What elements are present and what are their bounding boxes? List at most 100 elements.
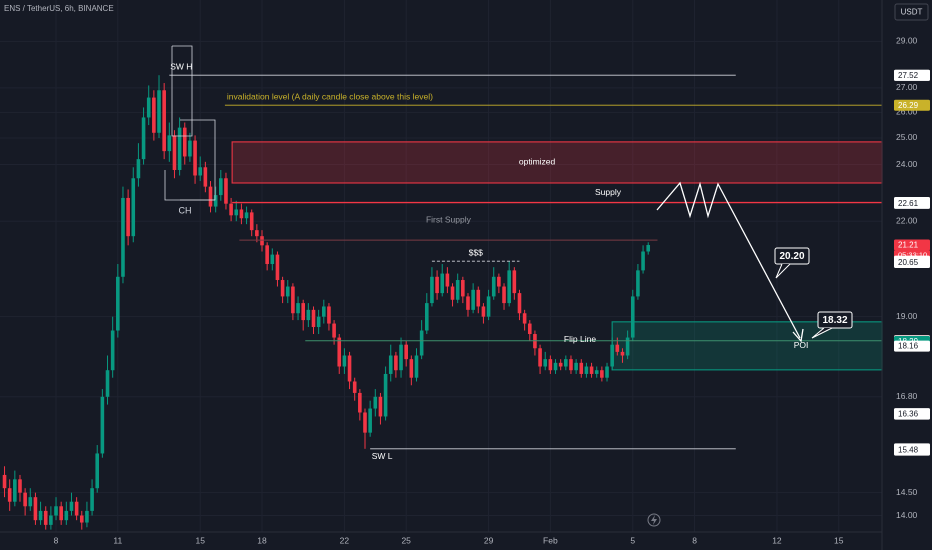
y-tick-label: 14.50	[896, 487, 918, 497]
candle-body	[100, 396, 105, 454]
candle-body	[110, 330, 115, 371]
countdown-box	[894, 250, 930, 261]
candle-body	[491, 276, 496, 297]
candle-body	[280, 280, 285, 297]
candle-body	[64, 510, 69, 521]
candle-body	[579, 362, 584, 374]
callout-tail	[811, 327, 833, 339]
candle-body	[2, 474, 7, 489]
y-tick-label: 16.80	[896, 391, 918, 401]
callout-box	[817, 311, 853, 329]
candle-body	[337, 337, 342, 367]
candle-body	[527, 323, 532, 335]
x-tick-label: 22	[340, 535, 350, 545]
candle-body	[450, 286, 455, 300]
y-tick-label: 19.00	[896, 311, 918, 321]
candle-body	[74, 501, 79, 516]
candle-body	[610, 344, 614, 367]
candle-body	[172, 135, 177, 170]
candle-body	[481, 306, 486, 317]
candle-body	[543, 359, 548, 367]
candle-body	[162, 90, 166, 152]
candle-body	[126, 197, 130, 237]
candle-body	[23, 492, 27, 507]
candle-body	[368, 408, 372, 433]
candle-body	[502, 286, 506, 304]
x-tick-label: 5	[630, 535, 635, 545]
level-label: First Supply	[426, 214, 472, 224]
projection-path	[656, 181, 801, 339]
candle-body	[79, 515, 84, 523]
candles	[2, 75, 651, 530]
candle-body	[430, 276, 434, 304]
y-tick-label: 24.00	[896, 159, 918, 169]
candle-body	[49, 515, 53, 525]
ch-box	[171, 45, 193, 137]
price-label-box	[894, 340, 930, 352]
candle-body	[600, 370, 604, 378]
x-tick-label: 15	[834, 535, 844, 545]
candle-body	[564, 359, 568, 367]
candle-body	[538, 348, 542, 367]
candle-body	[85, 510, 89, 523]
candle-body	[342, 355, 347, 367]
lightning-icon[interactable]	[647, 513, 661, 527]
level-label: SW H	[170, 61, 192, 71]
candle-body	[146, 97, 151, 118]
candle-body	[270, 254, 275, 265]
price-label-box	[894, 99, 930, 111]
candle-body	[198, 167, 203, 176]
candle-body	[136, 159, 141, 179]
candle-body	[507, 270, 511, 304]
candle-body	[203, 167, 208, 187]
zones: optimized POI	[231, 141, 883, 371]
x-tick-label: 18	[257, 535, 267, 545]
zone-label: POI	[794, 340, 809, 350]
candle-body	[316, 316, 321, 328]
candle-body	[404, 344, 408, 360]
candle-body	[569, 359, 573, 371]
candle-body	[522, 313, 527, 324]
axes: 29.00 27.00 26.00 25.00 24.00 22.00 19.00 16.80…	[54, 36, 930, 545]
candle-body	[358, 392, 362, 413]
y-tick-label: 27.00	[896, 82, 918, 92]
candle-body	[646, 245, 651, 252]
candle-body	[419, 330, 424, 356]
candle-body	[517, 293, 522, 314]
candle-body	[363, 412, 367, 433]
candle-body	[255, 230, 259, 237]
price-label-box	[894, 408, 930, 420]
candle-body	[455, 280, 460, 300]
projection	[656, 181, 804, 343]
candle-body	[383, 373, 388, 417]
y-tick-label: 26.00	[896, 107, 918, 117]
candle-body	[265, 245, 269, 265]
level-label: SW L	[372, 451, 393, 461]
candle-body	[548, 359, 553, 371]
candle-body	[347, 355, 352, 382]
candle-body	[327, 306, 331, 324]
candle-body	[378, 396, 383, 417]
currency: USDT	[901, 8, 923, 17]
candle-body	[445, 273, 450, 287]
candle-body	[43, 510, 48, 525]
x-tick-label: 8	[692, 535, 697, 545]
price-label: 21.21	[898, 241, 919, 250]
price-label: 16.36	[898, 410, 919, 419]
currency-box[interactable]	[894, 3, 929, 21]
candle-body	[471, 289, 475, 310]
candle-body	[244, 212, 249, 219]
candle-body	[553, 362, 558, 371]
candle-body	[373, 396, 378, 409]
candle-body	[615, 344, 620, 352]
candle-body	[234, 209, 239, 216]
price-label-box	[894, 69, 930, 81]
x-tick-label: 15	[195, 535, 205, 545]
price-label: 22.61	[898, 199, 919, 208]
callout-box	[774, 247, 810, 265]
zone	[231, 141, 883, 184]
candle-body	[95, 453, 100, 489]
candle-body	[90, 488, 94, 511]
candle-body	[208, 186, 213, 207]
header: ENS / TetherUS, 6h, BINANCE	[4, 4, 114, 13]
